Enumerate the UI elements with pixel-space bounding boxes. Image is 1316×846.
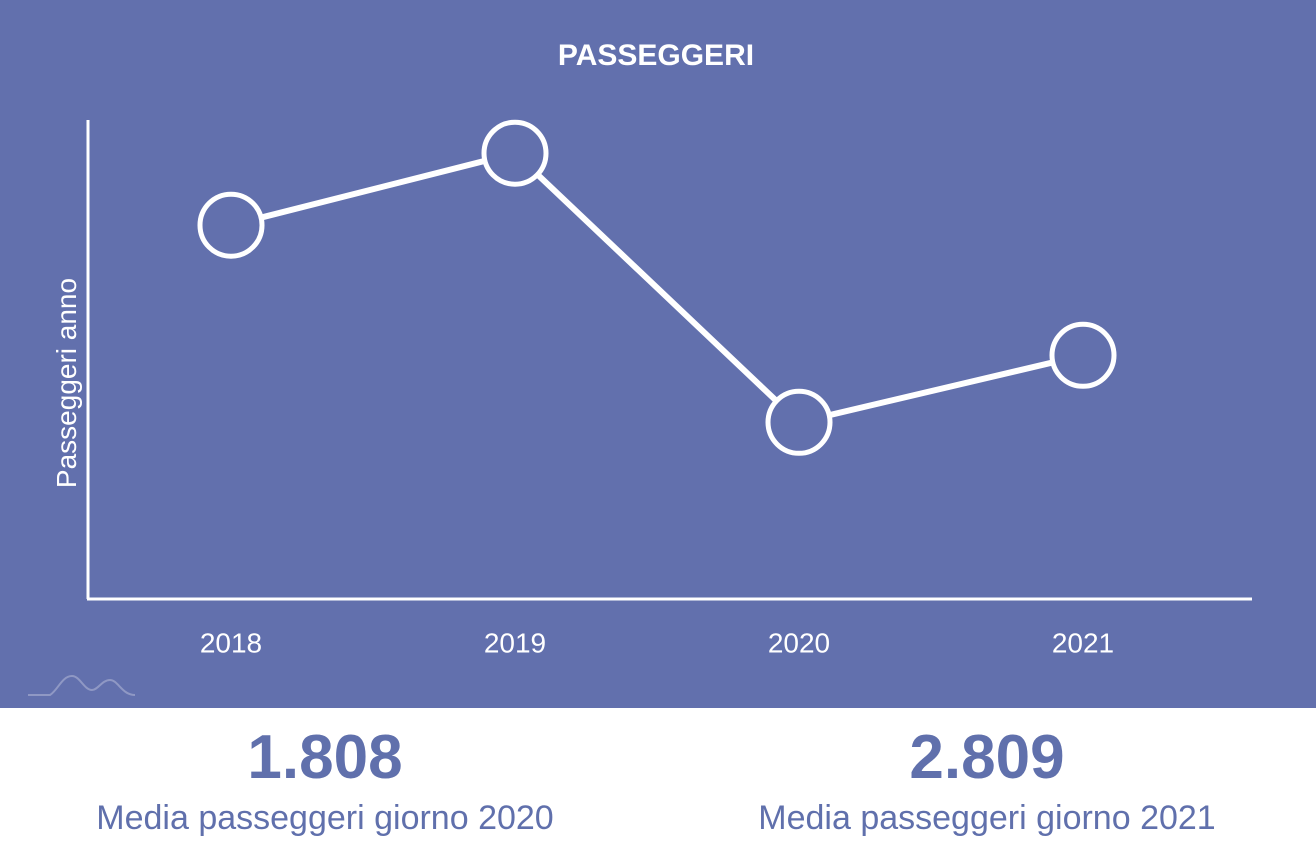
stat-2020: 1.808 Media passeggeri giorno 2020 bbox=[45, 720, 605, 840]
point bbox=[1049, 321, 1117, 389]
stat-label: Media passeggeri giorno 2020 bbox=[96, 799, 554, 837]
chart: PASSEGGERI Passeggeri anno 2018 2019 2020 2… bbox=[0, 0, 1316, 708]
point bbox=[765, 388, 833, 456]
x-tick-label: 2018 bbox=[200, 627, 262, 658]
point bbox=[197, 191, 265, 259]
x-tick-label: 2019 bbox=[484, 627, 546, 658]
chart-background bbox=[0, 0, 1316, 708]
stat-value: 2.809 bbox=[909, 723, 1065, 792]
y-axis-label: Passeggeri anno bbox=[51, 278, 82, 488]
x-tick-label: 2020 bbox=[768, 627, 830, 658]
point bbox=[481, 119, 549, 187]
x-tick-label: 2021 bbox=[1052, 627, 1114, 658]
stat-2021: 2.809 Media passeggeri giorno 2021 bbox=[707, 720, 1267, 840]
line bbox=[230, 149, 1084, 426]
logo bbox=[28, 674, 136, 696]
stat-value: 1.808 bbox=[247, 723, 403, 792]
chart-title: PASSEGGERI bbox=[558, 39, 754, 72]
stat-label: Media passeggeri giorno 2021 bbox=[758, 799, 1216, 837]
